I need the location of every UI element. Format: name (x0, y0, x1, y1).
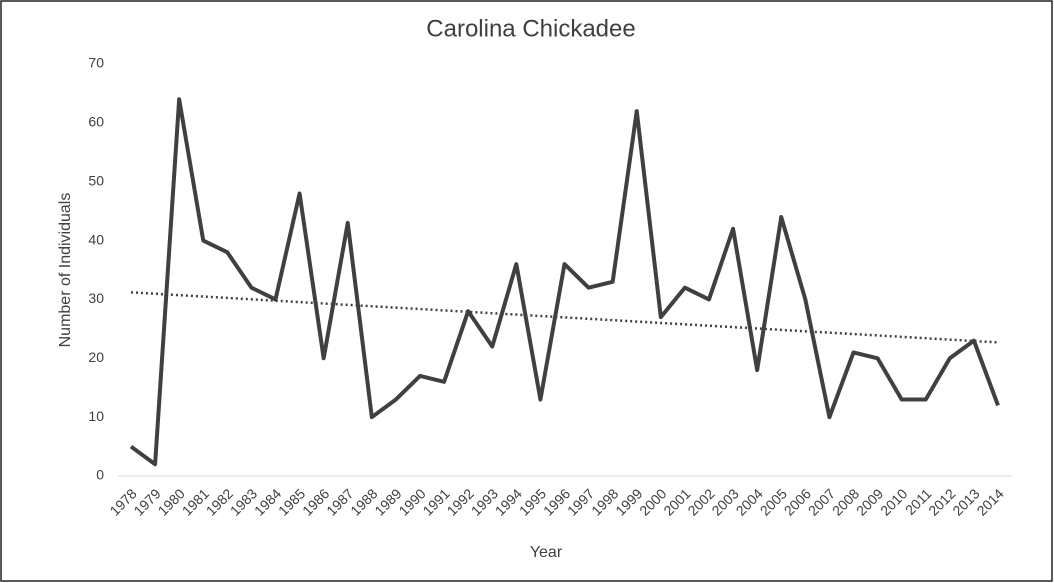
data-line (129, 97, 1000, 467)
y-tick-label: 60 (88, 114, 104, 130)
y-tick-label: 40 (88, 231, 104, 247)
y-tick-label: 30 (88, 290, 104, 306)
chart-title: Carolina Chickadee (426, 15, 635, 42)
y-tick-label: 20 (88, 349, 104, 365)
y-tick-label: 50 (88, 172, 104, 188)
y-tick-label: 10 (88, 408, 104, 424)
x-axis-label: Year (530, 544, 563, 561)
y-tick-label: 70 (88, 55, 104, 71)
y-axis-label: Number of Individuals (57, 193, 74, 348)
y-tick-label: 0 (96, 467, 104, 483)
